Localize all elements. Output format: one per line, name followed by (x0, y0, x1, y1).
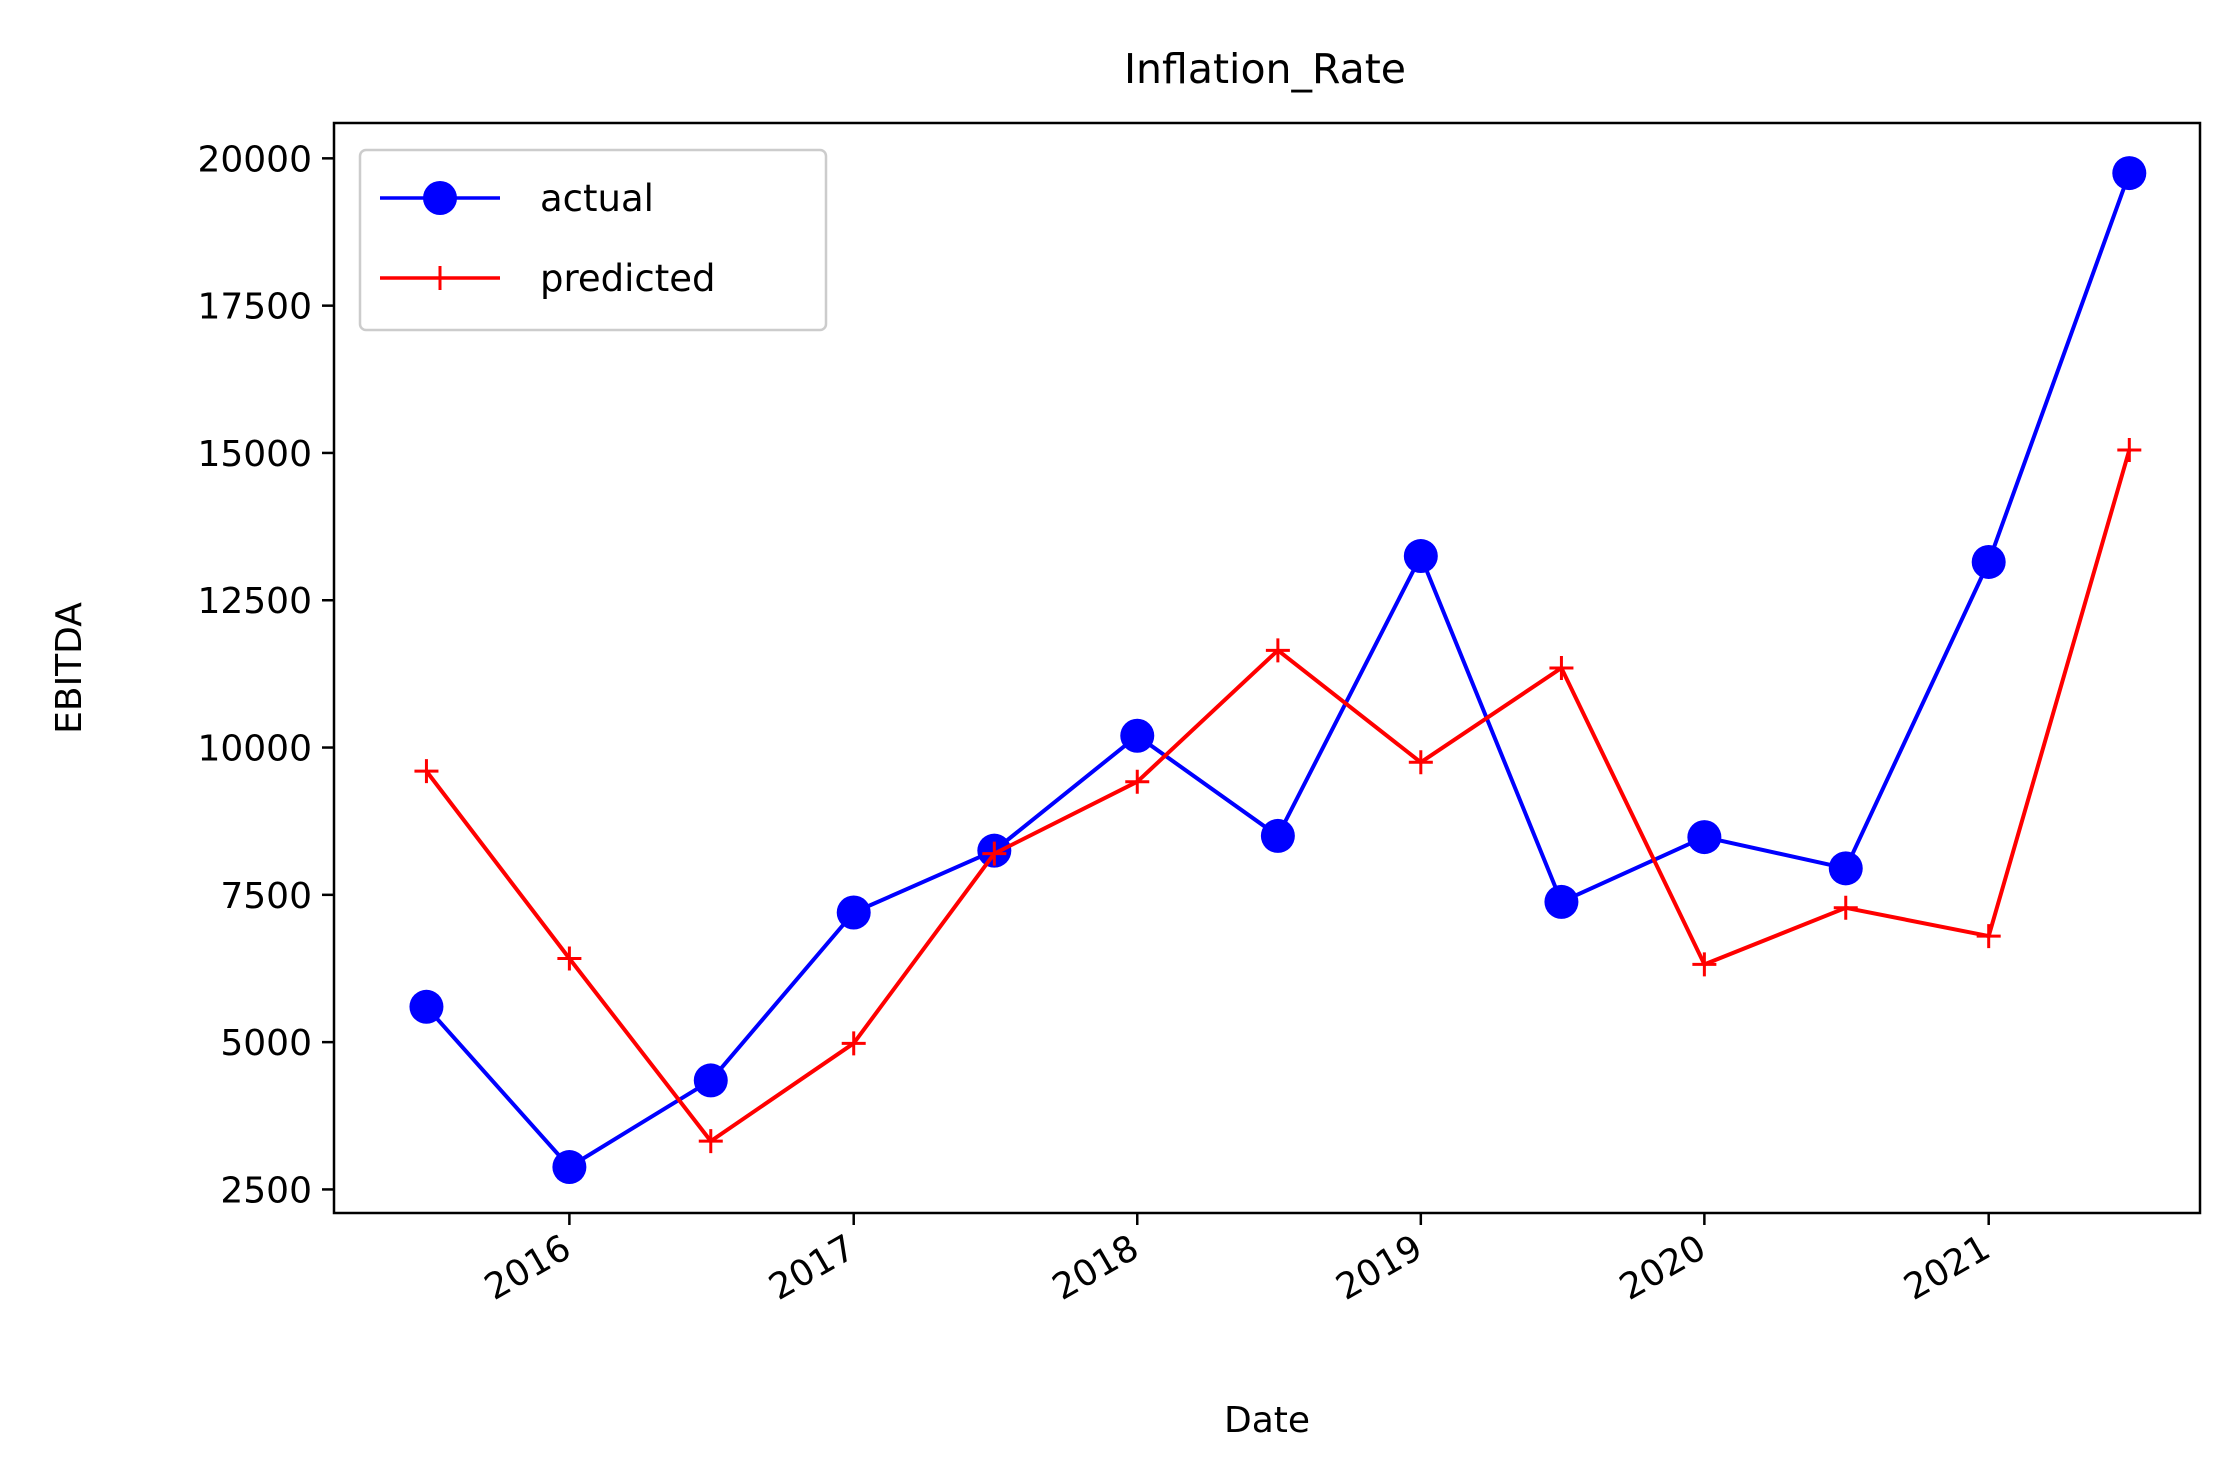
y-tick-label: 17500 (197, 287, 312, 328)
data-point-actual (2112, 156, 2147, 191)
data-point-predicted (982, 841, 1007, 866)
y-axis-label: EBITDA (49, 602, 90, 734)
legend-actual-label: actual (540, 177, 654, 220)
x-tick-label: 2020 (1613, 1227, 1713, 1308)
data-point-actual (1120, 718, 1155, 753)
data-point-predicted (1549, 656, 1574, 680)
y-tick-label: 12500 (197, 581, 312, 622)
chart-title: Inflation_Rate (1124, 45, 1406, 93)
data-point-predicted (698, 1129, 723, 1154)
x-axis: 2016 2017 2018 2019 2020 2021 (478, 1213, 1997, 1309)
data-point-actual (1403, 539, 1438, 574)
x-tick-label: 2016 (478, 1227, 578, 1308)
data-point-predicted (1408, 750, 1433, 775)
x-tick-label: 2021 (1897, 1227, 1997, 1308)
series-line-predicted (424, 449, 2132, 1144)
y-tick-label: 2500 (220, 1170, 312, 1211)
series-actual (409, 156, 2147, 1185)
data-point-predicted (1976, 924, 2001, 949)
y-tick-label: 20000 (197, 139, 312, 180)
legend-predicted-label: predicted (540, 257, 716, 300)
series-predicted (414, 438, 2142, 1154)
data-point-predicted (1833, 895, 1858, 920)
data-point-actual (409, 989, 444, 1024)
legend: actual predicted (358, 148, 828, 332)
data-point-actual (1260, 818, 1295, 853)
plot-area (332, 121, 2202, 1215)
data-point-predicted (1265, 638, 1290, 663)
data-point-actual (1687, 820, 1722, 855)
x-tick-label: 2018 (1046, 1227, 1146, 1308)
y-tick-label: 10000 (197, 729, 312, 770)
y-tick-label: 15000 (197, 434, 312, 475)
data-point-actual (552, 1150, 587, 1185)
plot-frame (332, 121, 2202, 1215)
data-point-predicted (841, 1031, 866, 1056)
x-axis-label: Date (1224, 1400, 1310, 1441)
data-point-actual (1544, 884, 1579, 919)
y-tick-label: 7500 (220, 876, 312, 917)
data-point-actual (693, 1063, 728, 1098)
series-layer (409, 156, 2147, 1185)
data-point-predicted (1125, 769, 1150, 794)
x-tick-label: 2017 (762, 1227, 862, 1308)
data-point-predicted (1692, 952, 1717, 977)
y-axis: 2500 5000 7500 10000 12500 15000 17500 20000 (197, 139, 334, 1211)
legend-actual-marker (423, 181, 457, 215)
data-point-actual (1828, 851, 1863, 886)
legend-predicted-marker (428, 266, 452, 290)
y-tick-label: 5000 (220, 1023, 312, 1064)
data-point-actual (1971, 544, 2006, 579)
data-point-actual (836, 895, 871, 930)
data-point-predicted (2117, 438, 2142, 462)
data-point-predicted (557, 946, 582, 971)
legend-frame (358, 148, 828, 332)
x-tick-label: 2019 (1329, 1227, 1429, 1308)
data-point-predicted (414, 759, 439, 784)
